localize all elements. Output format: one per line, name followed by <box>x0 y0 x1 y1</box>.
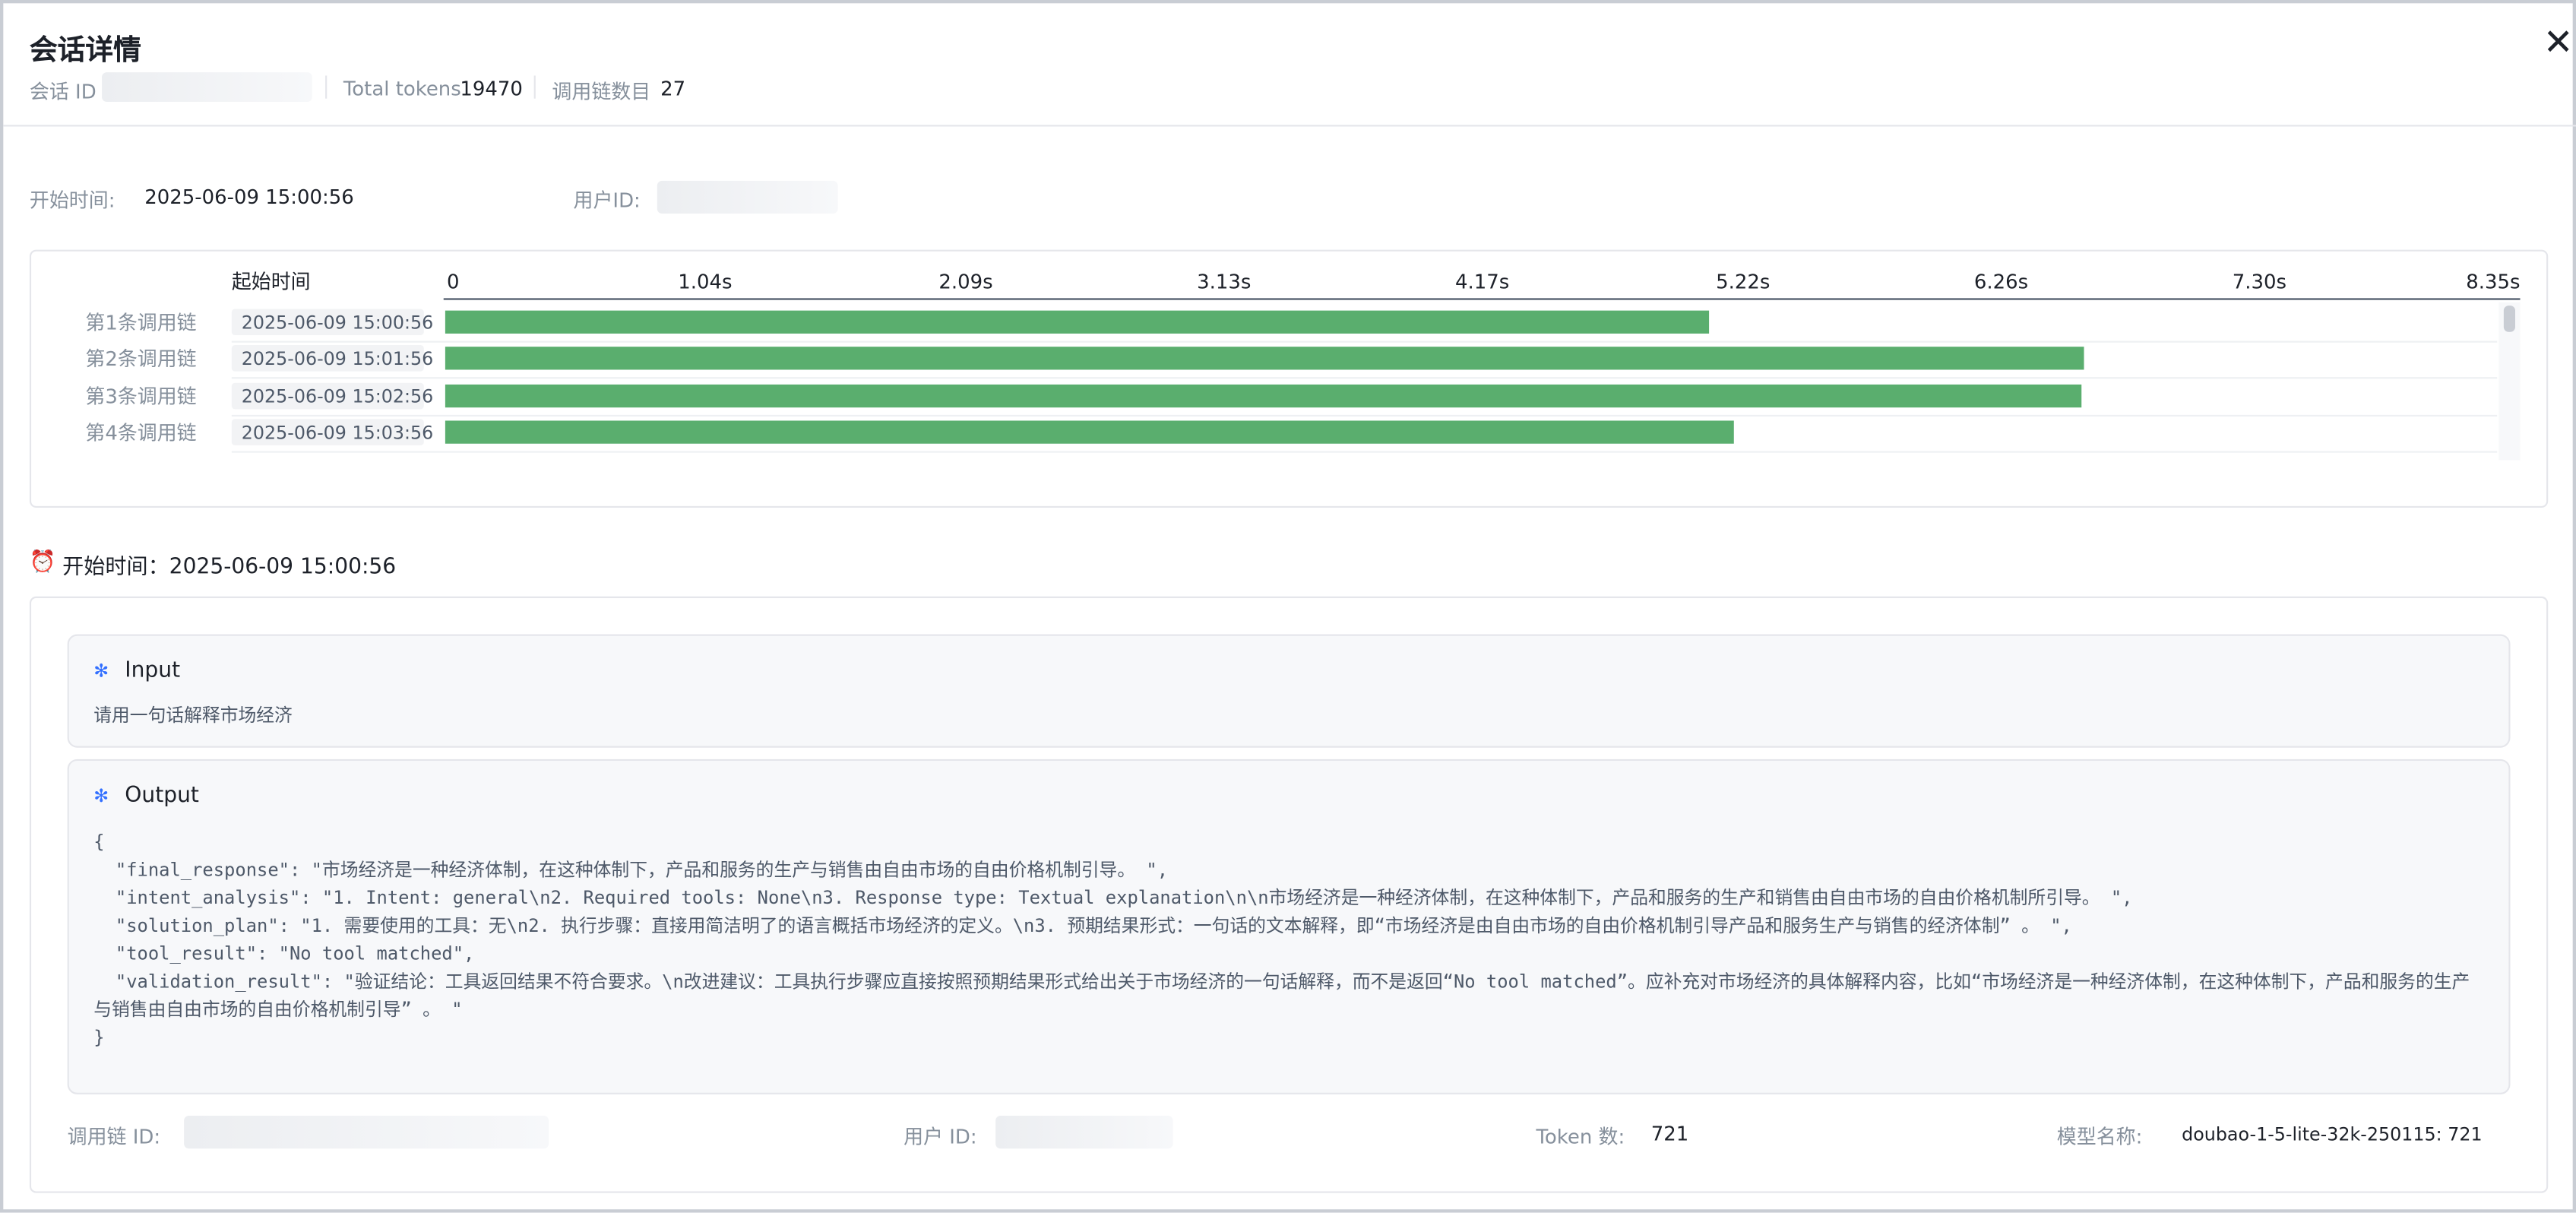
row-label: 第2条调用链 <box>85 348 196 371</box>
divider <box>533 75 536 99</box>
input-text: 请用一句话解释市场经济 <box>93 705 293 727</box>
redacted <box>657 180 838 214</box>
x-tick-label: 3.13s <box>1197 271 1251 293</box>
clock-icon: ⏰ <box>29 550 56 575</box>
time-pill <box>231 419 424 445</box>
time-pill <box>231 309 424 336</box>
label: 调用链数目 <box>552 80 651 104</box>
start-time: 2025-06-09 15:03:56 <box>242 422 433 443</box>
x-tick-label: 6.26s <box>1974 271 2028 293</box>
output-line: "intent_analysis": "1. Intent: general\n… <box>93 887 2133 909</box>
timeline: 起始时间 0 1.04s 2.09s 3.13s 4.17s 5.22s 6.26s 7.30s… <box>85 271 2521 461</box>
redacted <box>102 72 312 103</box>
bar <box>445 420 1734 444</box>
scrollbar-thumb <box>2503 306 2516 332</box>
row-label: 第1条调用链 <box>85 312 196 334</box>
output-pane <box>67 759 2511 1094</box>
output-text: { "final_response": "市场经济是一种经济体制，在这种体制下，… <box>93 828 2484 1052</box>
label: 用户 ID: <box>903 1125 977 1149</box>
start-time: 2025-06-09 15:00:56 <box>242 312 433 333</box>
label: 会话 ID <box>29 80 97 104</box>
label: Token 数: <box>1536 1125 1625 1149</box>
redacted <box>995 1115 1173 1149</box>
icon: ✻ <box>93 785 109 807</box>
row-label: 第4条调用链 <box>85 422 196 445</box>
output-line: "solution_plan": "1. 需要使用的工具：无\n2. 执行步骤：… <box>93 915 2072 937</box>
label: Total tokens <box>343 77 461 100</box>
value: 19470 <box>460 77 523 100</box>
redacted <box>184 1115 549 1149</box>
output-line: "validation_result": "验证结论：工具返回结果不符合要求。\… <box>93 971 2470 1021</box>
label: 开始时间: <box>29 188 116 212</box>
x-tick-label: 4.17s <box>1455 271 1509 293</box>
detail-card <box>29 596 2549 1193</box>
value: 2025-06-09 15:00:56 <box>144 185 354 209</box>
timeline-card <box>29 249 2549 508</box>
start-time: 2025-06-09 15:01:56 <box>242 348 433 369</box>
close-button[interactable]: ✕ <box>2543 23 2574 65</box>
section-heading: 开始时间：2025-06-09 15:00:56 <box>62 555 397 581</box>
value: 721 <box>1650 1122 1689 1145</box>
label: 模型名称: <box>2056 1125 2143 1149</box>
row-label: 第3条调用链 <box>85 386 196 409</box>
value: 27 <box>660 77 686 100</box>
value: doubao-1-5-lite-32k-250115: 721 <box>2182 1123 2483 1145</box>
input-pane <box>67 634 2511 748</box>
x-tick-label: 0 <box>447 271 460 293</box>
bar <box>445 384 2082 408</box>
output-line: "tool_result": "No tool matched", <box>93 942 475 965</box>
label: 调用链 ID: <box>67 1125 161 1149</box>
pane-title: Output <box>125 784 199 809</box>
column-label: 起始时间 <box>232 271 311 293</box>
icon: ✻ <box>93 660 109 683</box>
time-pill <box>231 345 424 372</box>
start-time: 2025-06-09 15:02:56 <box>242 386 433 407</box>
divider <box>3 125 2576 127</box>
bar <box>445 347 2084 370</box>
x-tick-label: 8.35s <box>2466 271 2520 293</box>
pane-title: Input <box>125 658 181 684</box>
x-tick-label: 2.09s <box>938 271 992 293</box>
label: 用户ID: <box>573 188 641 212</box>
dialog-title: 会话详情 <box>29 34 141 68</box>
x-tick-label: 7.30s <box>2233 271 2286 293</box>
time-pill <box>231 382 424 410</box>
output-line: { <box>93 831 105 854</box>
divider <box>325 75 328 99</box>
output-line: } <box>93 1027 105 1049</box>
x-tick-label: 5.22s <box>1716 271 1770 293</box>
bar <box>445 310 1710 334</box>
x-tick-label: 1.04s <box>678 271 732 293</box>
output-line: "final_response": "市场经济是一种经济体制，在这种体制下，产品… <box>93 859 1169 881</box>
